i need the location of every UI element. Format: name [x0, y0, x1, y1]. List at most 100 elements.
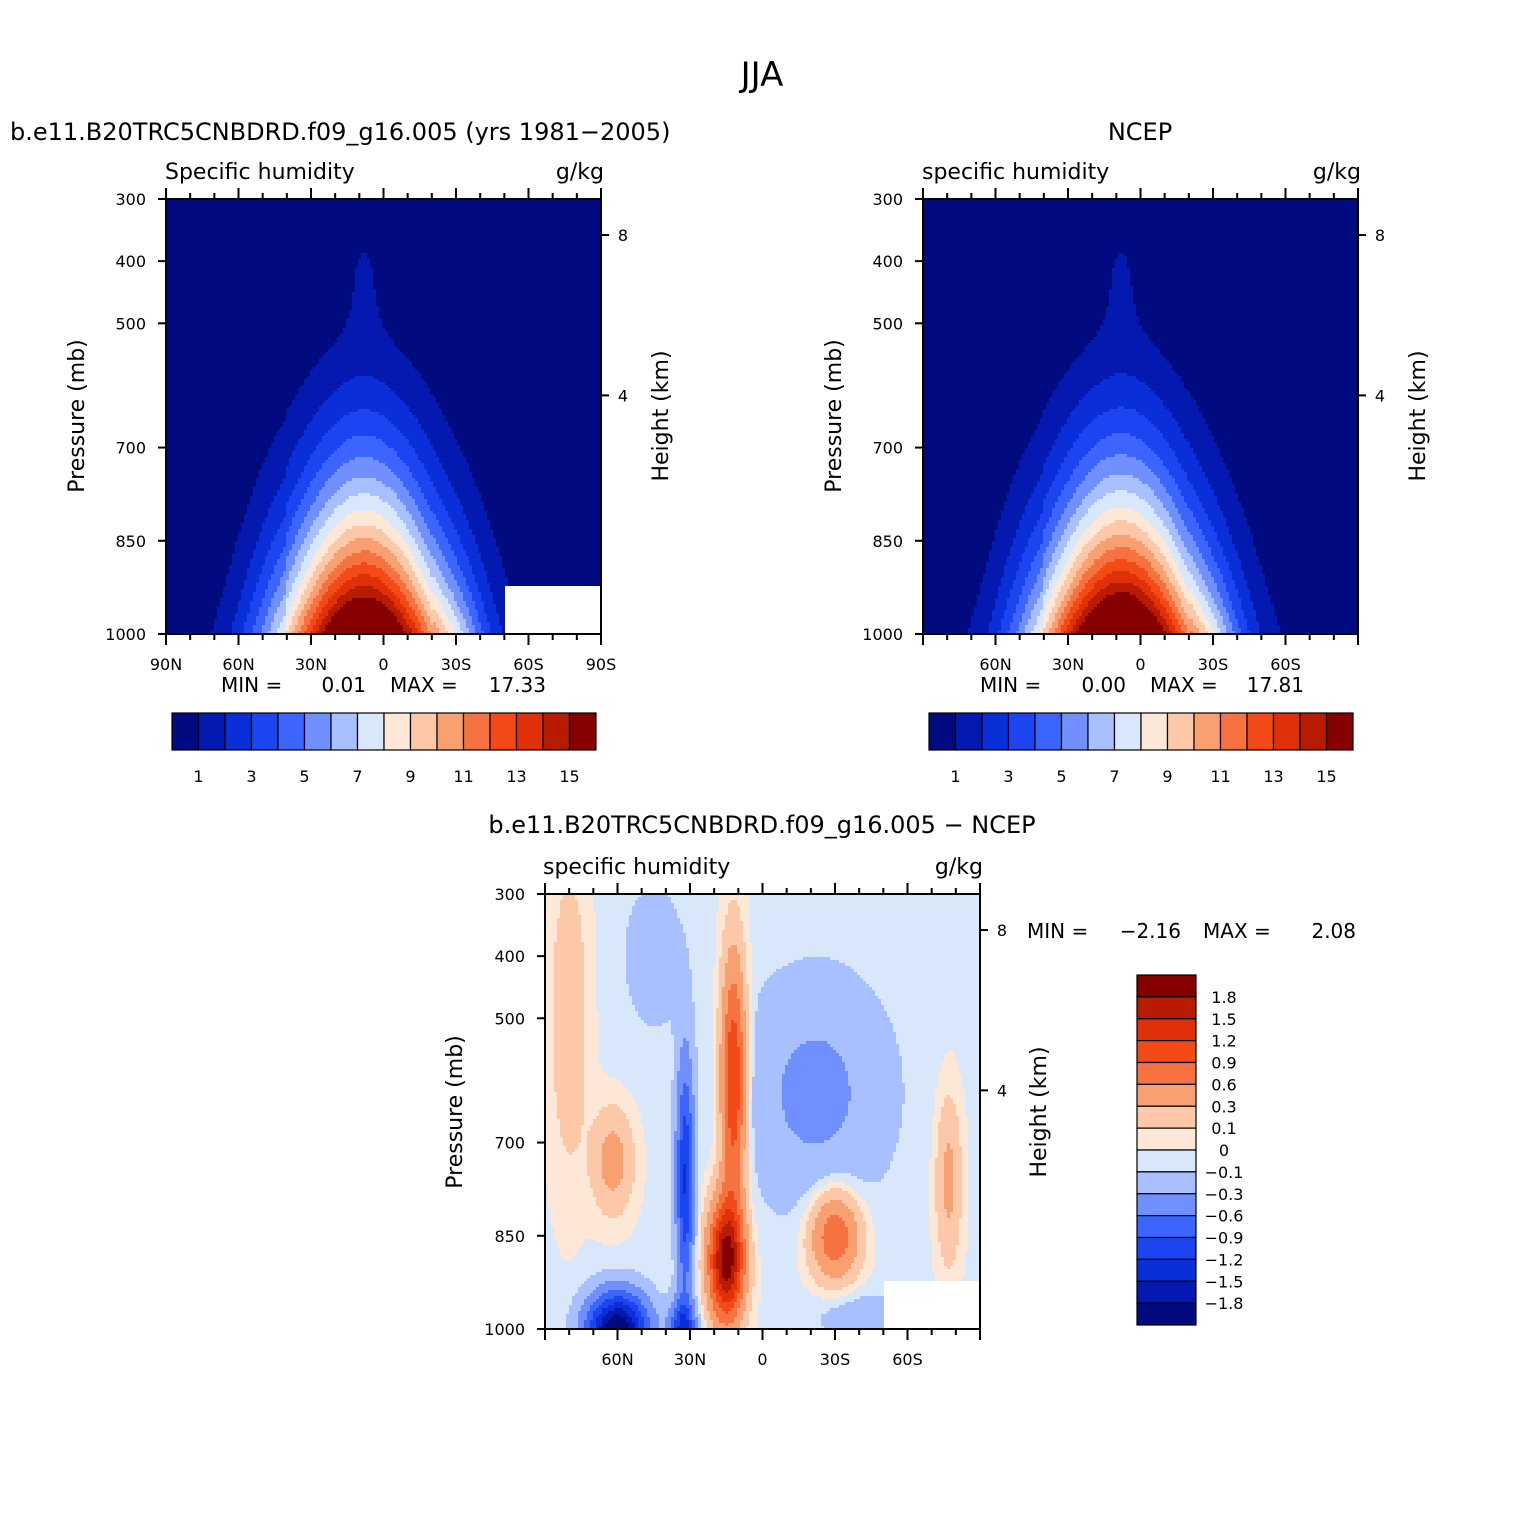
contour-cell [638, 1110, 672, 1114]
contour-cell [253, 493, 278, 497]
contour-cell [1070, 631, 1077, 634]
contour-cell [448, 421, 601, 425]
contour-cell [839, 1128, 900, 1132]
contour-cell [424, 604, 431, 608]
contour-cell [361, 253, 368, 257]
contour-cell [391, 469, 410, 473]
contour-cell [749, 1110, 753, 1114]
contour-cell [1079, 568, 1089, 572]
contour-cell [283, 619, 287, 623]
contour-cell [923, 367, 1071, 371]
contour-cell [1136, 538, 1152, 542]
contour-cell [409, 562, 419, 566]
contour-cell [1181, 598, 1188, 602]
contour-cell [1073, 589, 1083, 593]
contour-cell [1184, 631, 1188, 634]
contour-cell [292, 451, 314, 455]
contour-cell [602, 1068, 675, 1072]
contour-cell [746, 1122, 750, 1126]
contour-cell [740, 1092, 744, 1096]
contour-cell [403, 502, 416, 506]
contour-cell [746, 1053, 750, 1057]
contour-cell [1172, 622, 1179, 626]
contour-cell [1043, 415, 1071, 419]
contour-cell [214, 625, 233, 629]
contour-cell [340, 586, 356, 590]
contour-cell [412, 628, 419, 632]
contour-cell [331, 454, 398, 458]
contour-cell [166, 292, 353, 296]
contour-cell [1034, 625, 1044, 629]
contour-cell [481, 553, 500, 557]
contour-cell [1172, 475, 1188, 479]
contour-cell [1223, 574, 1233, 578]
contour-cell [481, 592, 494, 596]
contour-cell [758, 1008, 885, 1012]
contour-cell [388, 520, 404, 524]
contour-cell [1127, 520, 1149, 524]
contour-cell [301, 568, 308, 572]
contour-cell [716, 1110, 720, 1114]
contour-cell [166, 304, 353, 308]
contour-cell [385, 415, 416, 419]
contour-cell [1061, 490, 1077, 494]
contour-cell [421, 598, 428, 602]
contour-cell [1184, 520, 1197, 524]
contour-cell [695, 1128, 699, 1132]
contour-cell [319, 469, 338, 473]
contour-cell [472, 598, 482, 602]
contour-cell [1238, 625, 1248, 629]
contour-cell [743, 1038, 747, 1042]
contour-cell [274, 496, 290, 500]
colorbar-swatch [436, 712, 465, 751]
contour-cell [1163, 604, 1170, 608]
contour-cell [1160, 589, 1170, 593]
contour-cell [746, 1128, 750, 1132]
contour-cell [382, 556, 398, 560]
contour-cell [274, 538, 287, 542]
contour-cell [427, 472, 446, 476]
contour-cell [463, 592, 473, 596]
contour-cell [713, 1044, 717, 1048]
colorbar-label: 9 [1162, 767, 1172, 786]
contour-cell [244, 583, 257, 587]
contour-cell [932, 1119, 942, 1123]
contour-cell [584, 963, 597, 967]
contour-cell [923, 433, 1035, 437]
contour-cell [923, 571, 987, 575]
contour-cell [1211, 523, 1227, 527]
contour-cell [1259, 562, 1358, 566]
contour-cell [451, 544, 464, 548]
contour-cell [1181, 586, 1188, 590]
contour-cell [722, 942, 747, 946]
contour-cell [1061, 631, 1065, 634]
contour-cell [325, 502, 344, 506]
contour-cell [716, 1125, 723, 1129]
contour-cell [1064, 550, 1074, 554]
contour-cell [617, 1134, 633, 1138]
contour-cell [1139, 379, 1182, 383]
contour-cell [749, 1056, 753, 1060]
contour-cell [454, 490, 479, 494]
contour-cell [1079, 592, 1089, 596]
contour-cell [713, 978, 720, 982]
contour-cell [695, 1041, 714, 1045]
contour-cell [418, 580, 428, 584]
contour-cell [1280, 625, 1358, 629]
contour-cell [1082, 601, 1089, 605]
contour-cell [902, 1107, 936, 1111]
contour-cell [1205, 583, 1218, 587]
contour-cell [259, 577, 272, 581]
contour-cell [734, 1020, 741, 1024]
contour-cell [671, 1032, 696, 1036]
contour-cell [385, 532, 401, 536]
contour-cell [698, 1083, 714, 1087]
contour-cell [689, 1047, 699, 1051]
contour-cell [716, 960, 720, 964]
contour-cell [388, 445, 413, 449]
contour-cell [719, 969, 726, 973]
contour-cell [755, 1026, 894, 1030]
contour-cell [719, 981, 726, 985]
contour-cell [1178, 547, 1188, 551]
contour-cell [677, 1089, 684, 1093]
